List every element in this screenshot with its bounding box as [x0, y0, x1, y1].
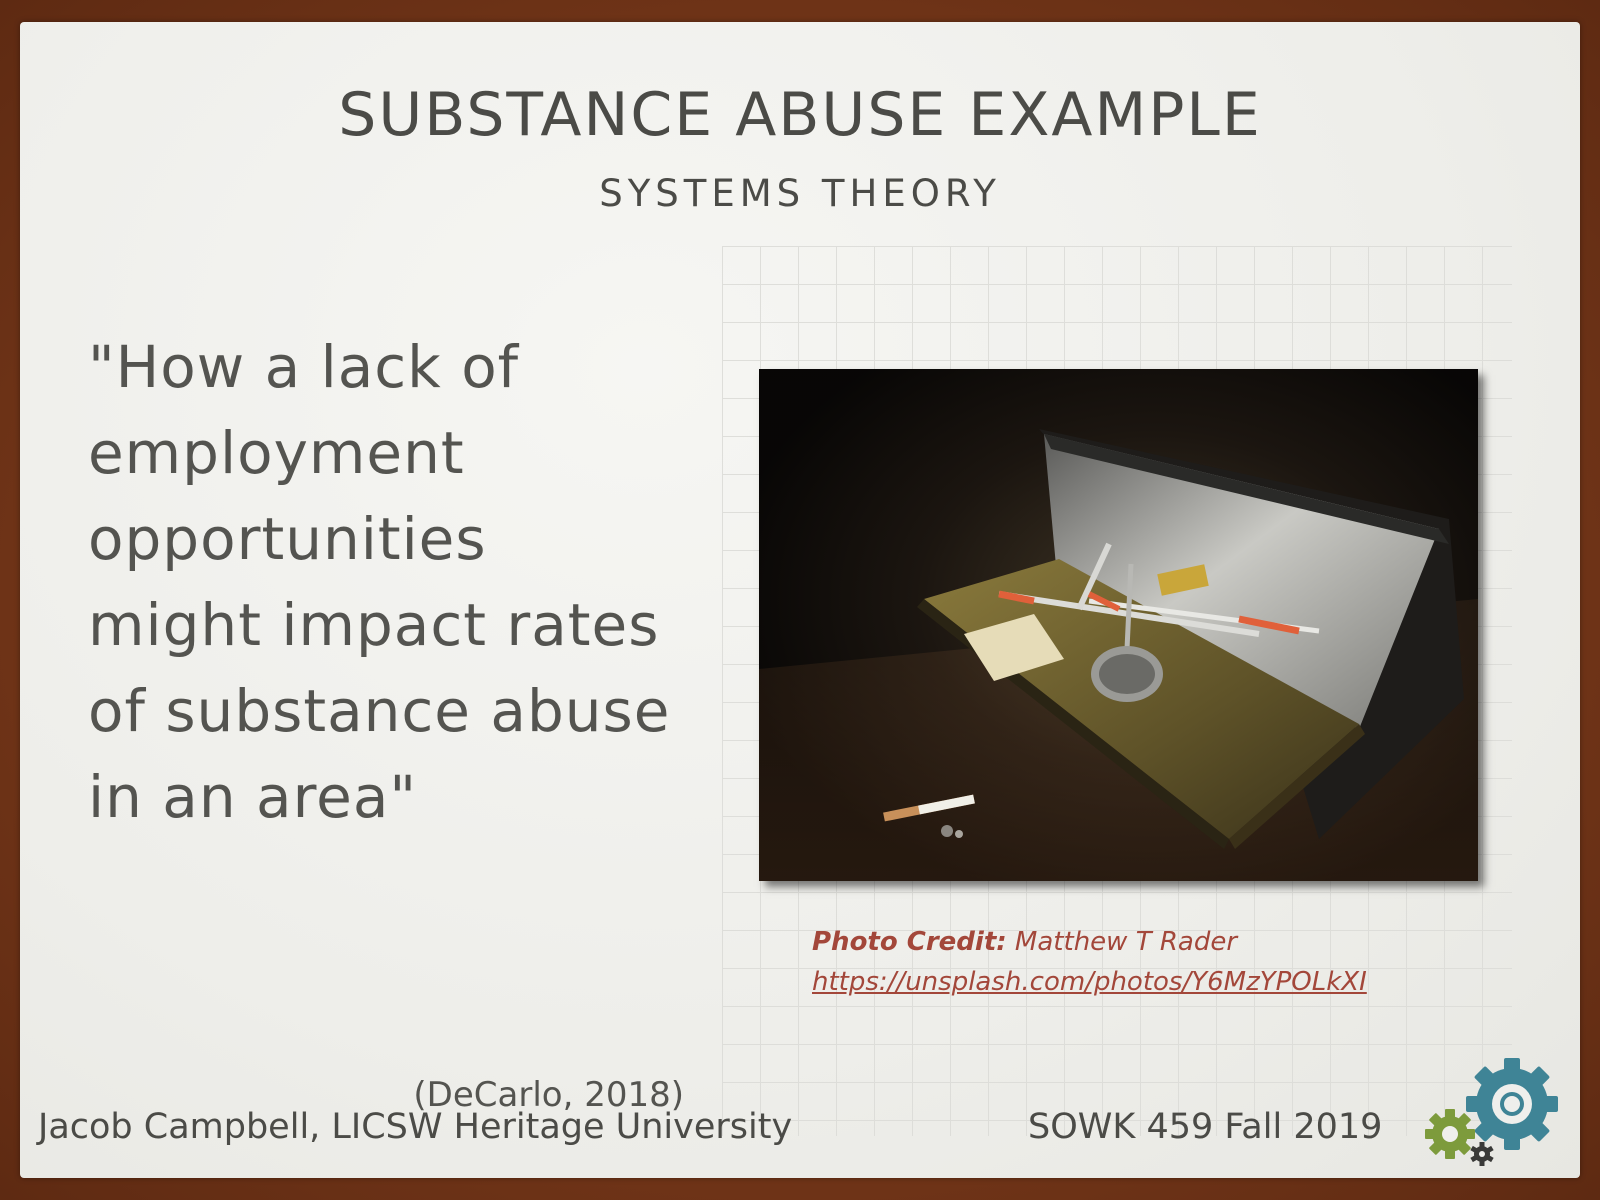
photo-credit-line: Photo Credit: Matthew T Rader — [812, 922, 1367, 962]
photo-credit-label: Photo Credit — [812, 927, 997, 957]
slide: SUBSTANCE ABUSE EXAMPLE SYSTEMS THEORY "… — [20, 22, 1580, 1178]
footer-author: Jacob Campbell, LICSW Heritage Universit… — [38, 1107, 793, 1147]
photo-credit-author: Matthew T Rader — [1006, 927, 1238, 957]
photo-tin-box — [759, 369, 1478, 881]
quote-line: of substance abuse — [88, 677, 671, 745]
quote-line: might impact rates — [88, 591, 660, 659]
footer-course: SOWK 459 Fall 2019 — [1028, 1107, 1383, 1147]
photo-credit-separator: : — [996, 927, 1007, 957]
quote-line: in an area" — [88, 763, 418, 831]
slide-title: SUBSTANCE ABUSE EXAMPLE — [338, 80, 1262, 150]
photo-credit-link[interactable]: https://unsplash.com/photos/Y6MzYPOLkXI — [812, 967, 1367, 997]
quote-block: "How a lack of employment opportunities … — [88, 324, 728, 840]
slide-subtitle: SYSTEMS THEORY — [599, 172, 1001, 215]
quote-line: employment — [88, 419, 465, 487]
photo-credit: Photo Credit: Matthew T Rader https://un… — [812, 922, 1367, 1002]
quote-line: "How a lack of — [88, 333, 520, 401]
citation: (DeCarlo, 2018) — [413, 1075, 684, 1115]
gears-icon — [1400, 1042, 1570, 1182]
quote-line: opportunities — [88, 505, 487, 573]
